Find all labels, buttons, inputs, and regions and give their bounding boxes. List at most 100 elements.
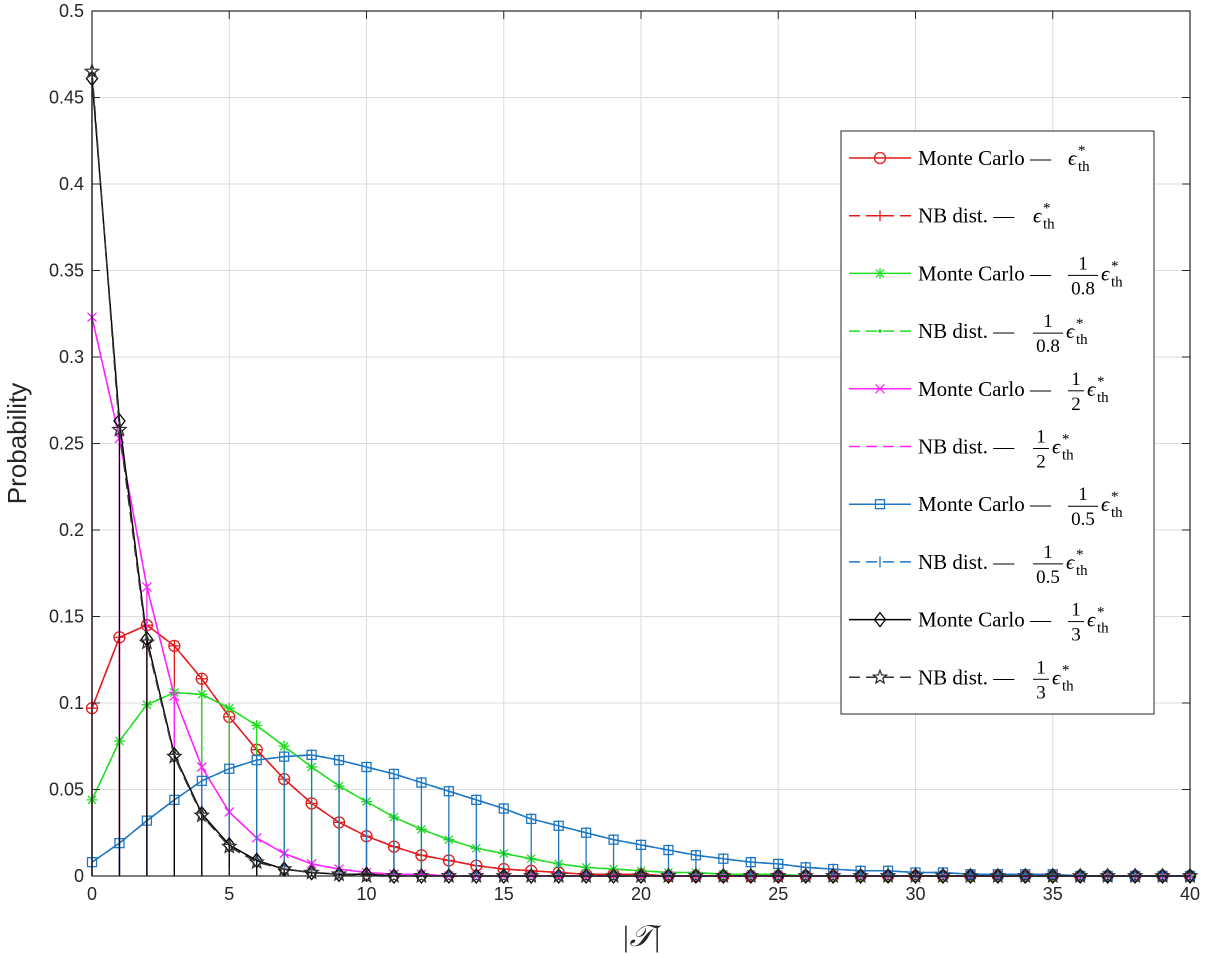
x-tick-label: 25 xyxy=(768,884,788,904)
star-marker xyxy=(495,867,513,884)
legend-entry: Monte Carlo — 1 2ϵ *th xyxy=(849,369,1109,415)
star-marker xyxy=(1154,867,1171,884)
legend-superscript: * xyxy=(1062,432,1070,448)
y-tick-label: 0.25 xyxy=(49,434,84,454)
plus-marker xyxy=(874,210,886,222)
legend-entry: NB dist. — 1 0.8 ϵ *th xyxy=(849,311,1088,357)
legend-subscript: th xyxy=(1076,563,1088,579)
legend-superscript: * xyxy=(1111,258,1119,274)
x-tick-label: 35 xyxy=(1043,884,1063,904)
legend-label: Monte Carlo — xyxy=(918,492,1052,516)
star-marker xyxy=(220,837,238,854)
y-axis-label: Probability xyxy=(2,383,32,504)
star-marker xyxy=(1016,867,1034,884)
legend-label: NB dist. — xyxy=(918,665,1015,689)
legend-entry: Monte Carlo — 1 0.5 ϵ *th xyxy=(849,484,1123,530)
axis-ticks: 0 5 10 15 20 25 30 35 40 0 0.05 0.1 0.15 0.2 0.25 0.3 0.… xyxy=(49,1,1200,904)
legend-fraction-denominator: 3 xyxy=(1071,625,1081,646)
circle-marker xyxy=(873,151,887,165)
legend-entry: NB dist. — 1 3ϵ *th xyxy=(849,657,1074,703)
legend-subscript: th xyxy=(1062,678,1074,694)
y-tick-label: 0.4 xyxy=(59,174,84,194)
star-marker xyxy=(248,853,266,870)
legend-superscript: * xyxy=(1076,316,1084,332)
legend-superscript: * xyxy=(1078,143,1086,159)
plus-marker xyxy=(168,640,180,652)
star-marker xyxy=(797,867,815,884)
legend-entry: NB dist. — ϵ *th xyxy=(849,201,1055,233)
diamond-marker xyxy=(250,852,264,869)
star-marker xyxy=(138,633,156,650)
asterisk-marker xyxy=(874,267,886,279)
star-marker xyxy=(330,865,348,882)
legend-superscript: * xyxy=(1111,489,1119,505)
star-marker xyxy=(1071,867,1089,884)
star-marker xyxy=(687,867,705,884)
legend-epsilon-symbol: ϵ xyxy=(1033,204,1043,228)
point-marker xyxy=(254,723,259,728)
x-tick-label: 10 xyxy=(356,884,376,904)
star-marker xyxy=(385,867,403,884)
legend-subscript: th xyxy=(1076,332,1088,348)
legend-fraction-numerator: 1 xyxy=(1043,311,1053,332)
legend-label: Monte Carlo — xyxy=(918,261,1052,285)
legend-label: NB dist. — xyxy=(918,319,1015,343)
legend-label: Monte Carlo — xyxy=(918,146,1052,170)
star-marker xyxy=(1044,867,1062,884)
x-marker xyxy=(169,691,180,702)
legend-superscript: * xyxy=(1097,605,1105,621)
legend-fraction-numerator: 1 xyxy=(1078,253,1088,274)
legend-fraction-numerator: 1 xyxy=(1036,657,1046,678)
x-tick-label: 15 xyxy=(494,884,514,904)
star-marker xyxy=(660,867,677,884)
star-marker xyxy=(165,747,183,764)
y-tick-label: 0.45 xyxy=(49,88,84,108)
y-tick-label: 0.1 xyxy=(59,693,84,713)
legend-entry: Monte Carlo — 1 0.8 ϵ *th xyxy=(849,253,1123,299)
legend-superscript: * xyxy=(1097,374,1105,390)
legend-epsilon-symbol: ϵ xyxy=(1066,550,1076,574)
legend-epsilon-symbol: ϵ xyxy=(1101,261,1111,285)
legend-label: NB dist. — xyxy=(918,550,1015,574)
diamond-marker xyxy=(360,866,373,883)
star-marker xyxy=(522,867,540,884)
legend-subscript: th xyxy=(1062,448,1074,464)
star-marker xyxy=(879,867,897,884)
legend-subscript: th xyxy=(1097,621,1109,637)
x-tick-label: 20 xyxy=(631,884,651,904)
y-tick-label: 0.3 xyxy=(59,347,84,367)
legend-entry: Monte Carlo — 1 3ϵ *th xyxy=(849,600,1109,646)
star-marker xyxy=(632,867,650,884)
legend-subscript: th xyxy=(1043,217,1055,233)
y-tick-label: 0.15 xyxy=(49,607,84,627)
star-marker xyxy=(989,867,1007,884)
y-tick-label: 0.05 xyxy=(49,780,84,800)
star-marker xyxy=(871,668,889,685)
star-marker xyxy=(413,867,430,884)
legend-fraction-denominator: 0.5 xyxy=(1071,509,1095,530)
star-marker xyxy=(111,420,128,437)
star-marker xyxy=(934,867,952,884)
legend-label: NB dist. — xyxy=(918,204,1015,228)
star-marker xyxy=(852,867,869,884)
legend-epsilon-symbol: ϵ xyxy=(1052,665,1062,689)
star-marker xyxy=(962,867,979,884)
star-marker xyxy=(605,867,622,884)
legend-label: Monte Carlo — xyxy=(918,377,1052,401)
legend-superscript: * xyxy=(1076,547,1084,563)
legend-fraction-numerator: 1 xyxy=(1078,484,1088,505)
legend-epsilon-symbol: ϵ xyxy=(1052,435,1062,459)
diamond-marker xyxy=(168,746,181,763)
diamond-marker xyxy=(195,805,209,822)
x-marker xyxy=(875,383,885,394)
star-marker xyxy=(440,867,458,884)
point-marker xyxy=(878,329,882,333)
star-marker xyxy=(193,806,211,823)
star-marker xyxy=(1099,867,1117,884)
star-marker xyxy=(577,867,595,884)
star-marker xyxy=(550,867,568,884)
x-axis-label: |𝒯| xyxy=(621,920,661,953)
star-marker xyxy=(824,867,842,884)
legend-fraction-numerator: 1 xyxy=(1036,427,1046,448)
